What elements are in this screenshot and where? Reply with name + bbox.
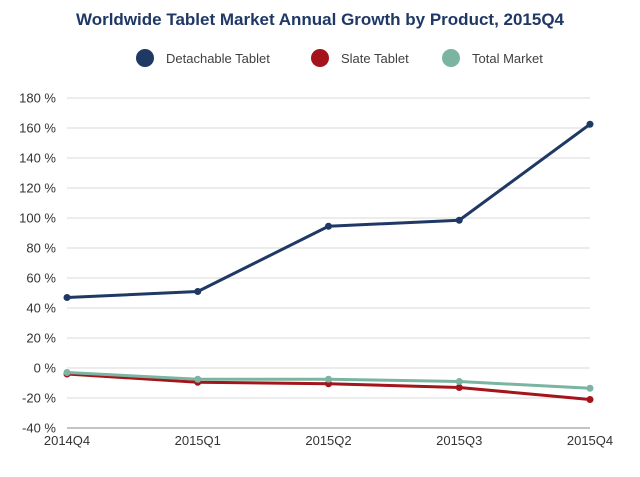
x-tick-label: 2015Q1 bbox=[175, 433, 221, 448]
x-tick-label: 2015Q3 bbox=[436, 433, 482, 448]
data-point bbox=[455, 378, 463, 385]
series-0 bbox=[63, 120, 594, 301]
data-point bbox=[586, 120, 594, 128]
data-point bbox=[194, 288, 202, 295]
data-point bbox=[63, 294, 71, 301]
y-tick-label: 20 % bbox=[26, 331, 56, 346]
chart-title: Worldwide Tablet Market Annual Growth by… bbox=[76, 10, 565, 29]
x-tick-label: 2014Q4 bbox=[44, 433, 90, 448]
y-tick-label: 60 % bbox=[26, 271, 56, 286]
x-tick-label: 2015Q2 bbox=[305, 433, 351, 448]
series-2 bbox=[63, 369, 594, 392]
legend-marker bbox=[136, 49, 154, 67]
y-tick-label: -40 % bbox=[22, 421, 56, 436]
legend-item: Slate Tablet bbox=[311, 49, 409, 67]
y-tick-label: 180 % bbox=[19, 91, 56, 106]
y-axis: -40 % -20 % 0 % 20 % 40 % 60 % 80 % 100 % 120 % 1… bbox=[19, 91, 56, 436]
x-tick-label: 2015Q4 bbox=[567, 433, 613, 448]
y-tick-label: 40 % bbox=[26, 301, 56, 316]
data-point bbox=[63, 369, 71, 376]
series-lines bbox=[63, 120, 594, 403]
legend-item: Detachable Tablet bbox=[136, 49, 270, 67]
y-tick-label: 140 % bbox=[19, 151, 56, 166]
data-point bbox=[586, 396, 594, 403]
grid-lines bbox=[67, 97, 590, 429]
y-tick-label: 120 % bbox=[19, 181, 56, 196]
x-axis: 2014Q4 2015Q1 2015Q2 2015Q3 2015Q4 bbox=[44, 433, 613, 448]
legend-label: Slate Tablet bbox=[341, 51, 409, 66]
data-point bbox=[325, 375, 332, 383]
y-tick-label: 160 % bbox=[19, 121, 56, 136]
chart-legend: Detachable Tablet Slate Tablet Total Marke… bbox=[136, 49, 543, 67]
y-tick-label: 80 % bbox=[26, 241, 56, 256]
data-point bbox=[586, 384, 594, 392]
legend-label: Total Market bbox=[472, 51, 543, 66]
data-point bbox=[455, 216, 463, 224]
legend-marker bbox=[311, 49, 329, 67]
legend-item: Total Market bbox=[442, 49, 543, 67]
legend-marker bbox=[442, 49, 460, 67]
data-point bbox=[455, 384, 463, 391]
y-tick-label: 0 % bbox=[34, 361, 57, 376]
series-line bbox=[65, 122, 592, 299]
legend-label: Detachable Tablet bbox=[166, 51, 270, 66]
y-tick-label: -20 % bbox=[22, 391, 56, 406]
data-point bbox=[325, 222, 332, 230]
data-point bbox=[194, 375, 202, 383]
y-tick-label: 100 % bbox=[19, 211, 56, 226]
